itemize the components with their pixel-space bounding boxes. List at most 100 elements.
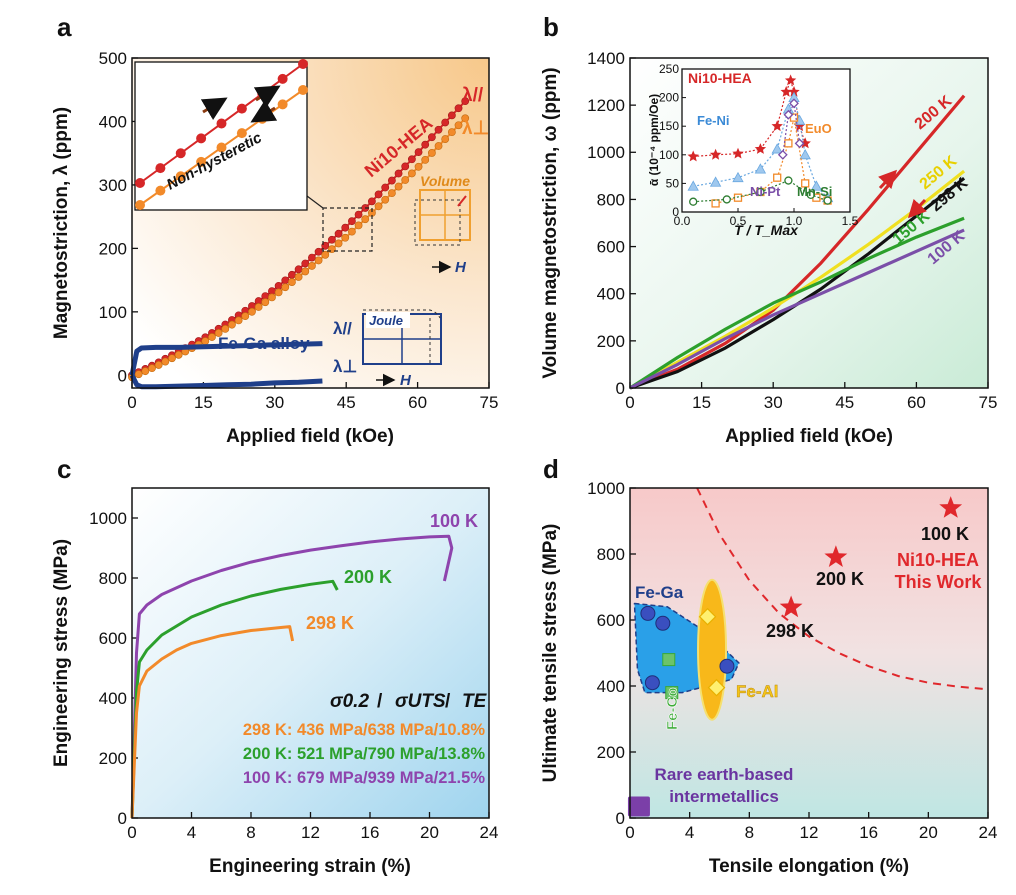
series-marker [447, 111, 456, 120]
volume-h-label: H [455, 259, 467, 276]
property-table: σ0.2 / σUTS / TE 298 K: 436 MPa/638 MPa/… [243, 691, 488, 787]
fega-group-label: Fe-Ga [635, 583, 684, 602]
series-marker [387, 176, 396, 185]
x-tick-label: 30 [265, 393, 284, 412]
series-marker [314, 256, 323, 265]
volume-schematic: Volume H [414, 173, 471, 276]
curve-label-298k: 298 K [306, 613, 354, 633]
panel-d-ylabel: Ultimate tensile stress (MPa) [540, 524, 561, 783]
inset-point-star [780, 85, 792, 97]
series-marker [341, 233, 350, 242]
x-tick-label: 75 [480, 393, 499, 412]
x-tick-label: 16 [361, 823, 380, 842]
series-marker [168, 354, 176, 363]
fega-label: Fe-Ga alloy [218, 334, 310, 353]
series-marker [334, 239, 343, 248]
series-marker [281, 276, 290, 285]
panel-a: a 0 15 30 45 60 75 0 100 200 300 400 500 Non-hyster… [51, 12, 498, 447]
hea-star-point [939, 496, 963, 518]
inset-point-circle [823, 196, 832, 205]
series-marker [154, 361, 163, 369]
panel-d-xlabel: Tensile elongation (%) [709, 856, 909, 877]
feal-region [697, 578, 728, 721]
inset-series-line [782, 101, 801, 155]
series-marker [241, 312, 250, 321]
series-marker [447, 128, 456, 137]
y-tick-label: 600 [597, 611, 625, 630]
panel-letter-a: a [57, 12, 72, 42]
series-marker [374, 190, 383, 199]
series-marker [288, 270, 296, 279]
x-tick-label: 24 [979, 823, 998, 842]
x-tick-label: 0 [127, 393, 136, 412]
y-tick-label: 500 [99, 49, 127, 68]
inset-marker [277, 99, 288, 110]
table-h-sigmauts: σUTS [395, 691, 446, 712]
hea-star-point [824, 545, 848, 567]
y-tick-label: 200 [99, 239, 127, 258]
series-marker [387, 189, 396, 198]
panel-a-inset: Non-hysteretic [134, 59, 308, 211]
series-marker [354, 210, 363, 219]
series-marker [414, 148, 423, 157]
series-marker [381, 183, 390, 192]
y-tick-label: 800 [597, 190, 625, 209]
panel-d-frame [629, 487, 989, 819]
x-tick-label: 4 [187, 823, 196, 842]
x-tick-label: 60 [907, 393, 926, 412]
series-marker [201, 337, 210, 346]
y-tick-label: 600 [99, 629, 127, 648]
inset-y-tick-label: 200 [659, 91, 679, 105]
panel-a-ticks: 0 15 30 45 60 75 0 100 200 300 400 500 [99, 49, 499, 412]
fega-point [644, 675, 660, 691]
y-tick-label: 400 [99, 689, 127, 708]
panel-d-ticks: 0 4 8 12 16 20 24 0 200 400 600 800 1000 [587, 479, 997, 842]
inset-arrow [253, 85, 281, 109]
x-tick-label: 8 [246, 823, 255, 842]
y-tick-label: 800 [99, 569, 127, 588]
feal-group-label: Fe-Al [736, 682, 779, 701]
series-marker [407, 155, 416, 164]
panel-letter-c: c [57, 454, 71, 484]
inset-arrow [200, 97, 228, 121]
table-row-100k: 100 K: 679 MPa/939 MPa/21.5% [243, 769, 485, 787]
inset-series-line [693, 179, 828, 203]
inset-point-square [801, 179, 810, 188]
series-marker [228, 320, 236, 329]
hea-group-sublabel: This Work [895, 572, 983, 592]
star-label-298k: 298 K [766, 621, 814, 641]
series-line-2 [129, 341, 323, 376]
inset-y-tick-label: 50 [666, 176, 680, 190]
fega-par-label: λ// [333, 319, 352, 338]
series-marker [441, 118, 450, 127]
y-tick-label: 200 [597, 743, 625, 762]
inset-marker [196, 133, 207, 144]
series-marker [294, 265, 303, 274]
inset-marker [236, 128, 247, 139]
x-tick-label: 75 [979, 393, 998, 412]
series-marker [268, 293, 276, 302]
inset-point-square [733, 193, 743, 202]
inset-feni-label: Fe-Ni [697, 113, 730, 128]
y-tick-label: 800 [597, 545, 625, 564]
y-tick-label: 1000 [587, 479, 625, 498]
series-marker [294, 273, 303, 281]
x-tick-label: 30 [764, 393, 783, 412]
inset-point-diamond [789, 98, 799, 109]
y-tick-label: 0 [118, 809, 127, 828]
x-tick-label: 45 [835, 393, 854, 412]
inset-point-circle [722, 195, 731, 204]
y-tick-label: 1400 [587, 49, 625, 68]
series-marker [401, 176, 410, 184]
lam-par-label: λ// [462, 85, 484, 106]
series-marker [427, 149, 436, 157]
series-line-3 [129, 374, 323, 390]
series-marker [288, 278, 296, 286]
x-tick-label: 15 [194, 393, 213, 412]
inset-point-diamond [777, 149, 788, 160]
panel-letter-b: b [543, 12, 559, 42]
series-marker [394, 182, 403, 191]
series-marker [308, 253, 316, 262]
inset-point-star [687, 150, 699, 162]
